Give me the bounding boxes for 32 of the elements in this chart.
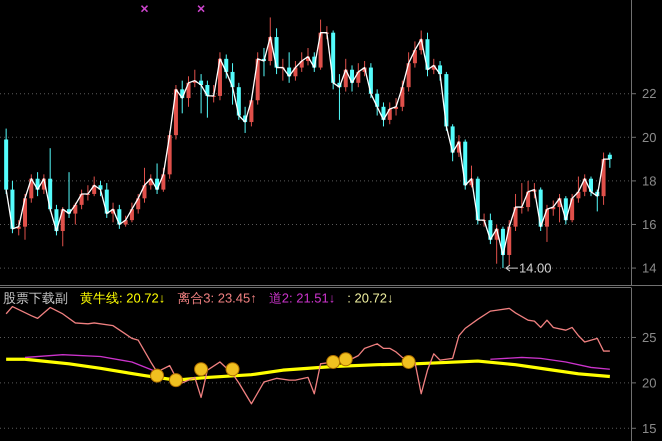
candlestick xyxy=(142,167,146,204)
candlestick xyxy=(588,176,593,197)
point xyxy=(338,352,353,366)
text: 道2: 21.51↓ xyxy=(268,290,336,306)
line-series xyxy=(490,356,611,370)
point xyxy=(226,362,240,376)
y-tick-label: 16 xyxy=(642,216,656,232)
candlestick xyxy=(356,62,360,88)
candlestick xyxy=(608,152,612,168)
text: 离合3: 23.45↑ xyxy=(177,290,257,306)
y-tick-label: 20 xyxy=(642,375,656,390)
point xyxy=(168,373,183,388)
candlestick xyxy=(293,60,298,82)
line-series xyxy=(5,32,611,256)
point xyxy=(326,354,340,369)
annotation: : 20.72↓ xyxy=(347,290,394,306)
point xyxy=(402,354,416,369)
annotation: 14.00 xyxy=(518,260,552,276)
y-tick-label: 20 xyxy=(642,130,656,145)
point xyxy=(194,362,208,376)
text: 黄牛线: 20.72↓ xyxy=(80,290,166,306)
y-tick-label: 25 xyxy=(642,330,656,345)
point xyxy=(150,368,164,383)
y-tick-label: 14 xyxy=(642,260,656,276)
y-tick-label: 18 xyxy=(642,173,656,188)
y-tick-label: 22 xyxy=(642,86,656,102)
candlestick xyxy=(375,88,380,116)
chart-title: 股票下载副 xyxy=(3,290,68,306)
candlestick xyxy=(400,80,404,112)
line-series xyxy=(5,306,611,404)
candlestick xyxy=(388,102,392,125)
y-tick-label: 15 xyxy=(642,420,656,436)
